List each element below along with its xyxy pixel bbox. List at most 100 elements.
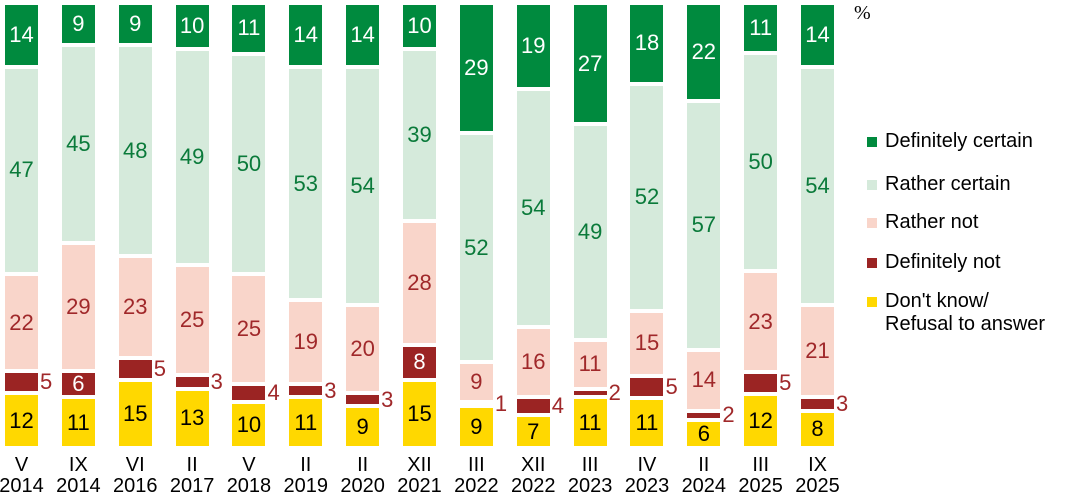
value-label: 12 bbox=[748, 407, 773, 433]
value-label: 29 bbox=[464, 54, 489, 80]
value-label: 22 bbox=[9, 309, 34, 335]
x-tick-year: 2023 bbox=[567, 475, 613, 497]
value-label: 15 bbox=[122, 400, 148, 426]
x-tick-month: V bbox=[14, 454, 29, 476]
segment-definitely-not: 2 bbox=[687, 404, 735, 426]
segment-don-t-know: 6 bbox=[687, 419, 721, 446]
bar-ix-2025: 14 54 21 3 8 bbox=[801, 5, 848, 446]
value-label: 5 bbox=[665, 374, 678, 400]
legend-swatch bbox=[867, 137, 877, 147]
value-label: 25 bbox=[179, 307, 205, 333]
value-label: 5 bbox=[153, 355, 166, 381]
x-tick-month: III bbox=[581, 454, 599, 476]
segment-rather-certain: 49 bbox=[573, 124, 607, 341]
segment-definitely-not: 3 bbox=[346, 388, 393, 410]
x-tick-label: IX 2025 bbox=[789, 455, 846, 497]
x-tick-month: XII bbox=[407, 454, 432, 476]
segment-don-t-know: 11 bbox=[61, 397, 95, 446]
value-label: 14 bbox=[293, 21, 319, 47]
segment-definitely-certain: 11 bbox=[744, 5, 778, 54]
value-label: 2 bbox=[608, 380, 621, 406]
segment-definitely-certain: 14 bbox=[801, 5, 835, 67]
value-label: 1 bbox=[494, 391, 508, 417]
segment-rather-certain: 45 bbox=[61, 44, 95, 244]
value-label: 4 bbox=[551, 393, 564, 419]
legend-item: Don't know/ Refusal to answer bbox=[867, 290, 1045, 336]
segment-rather-not: 28 bbox=[403, 221, 437, 345]
bar-iv-2023: 18 52 15 5 11 bbox=[630, 5, 678, 446]
x-tick-year: 2023 bbox=[624, 475, 670, 497]
segment-rather-certain: 48 bbox=[118, 44, 152, 257]
x-tick-label: II 2017 bbox=[164, 455, 221, 497]
value-label: 6 bbox=[72, 371, 85, 397]
unit-label: % bbox=[854, 2, 871, 24]
segment-rather-not: 14 bbox=[687, 349, 721, 412]
value-label: 7 bbox=[527, 418, 540, 444]
segment-rather-certain: 50 bbox=[232, 53, 266, 274]
value-label: 3 bbox=[381, 386, 394, 412]
value-label: 50 bbox=[236, 150, 262, 176]
segment-rather-certain: 52 bbox=[459, 132, 493, 363]
segment-definitely-not: 6 bbox=[61, 371, 95, 398]
value-label: 10 bbox=[179, 13, 205, 39]
legend-label: Rather certain bbox=[885, 173, 1011, 195]
segment-definitely-not: 4 bbox=[516, 395, 564, 417]
segment-definitely-not: 1 bbox=[459, 393, 507, 415]
segment-rather-not: 15 bbox=[630, 310, 664, 377]
segment-definitely-not: 8 bbox=[403, 344, 437, 380]
bar-ii-2020: 14 54 20 3 9 bbox=[346, 5, 393, 446]
value-label: 28 bbox=[407, 269, 432, 295]
value-label: 14 bbox=[691, 367, 717, 393]
value-label: 50 bbox=[748, 149, 773, 175]
x-tick-label: III 2023 bbox=[562, 455, 619, 497]
bar-vi-2016: 9 48 23 5 15 bbox=[118, 5, 166, 446]
segment-don-t-know: 15 bbox=[118, 379, 152, 446]
legend-swatch bbox=[867, 297, 877, 307]
segment-don-t-know: 15 bbox=[403, 379, 437, 446]
segment-definitely-certain: 10 bbox=[403, 5, 437, 50]
segment-don-t-know: 11 bbox=[630, 397, 664, 446]
x-tick-year: 2019 bbox=[283, 475, 329, 497]
segment-definitely-not: 2 bbox=[573, 382, 621, 404]
value-label: 11 bbox=[749, 15, 773, 41]
value-label: 10 bbox=[236, 411, 262, 437]
legend-item: Rather not bbox=[867, 211, 978, 234]
value-label: 9 bbox=[129, 10, 142, 36]
x-tick-label: XII 2021 bbox=[391, 455, 448, 497]
x-tick-year: 2025 bbox=[795, 475, 840, 497]
segment-rather-certain: 47 bbox=[5, 66, 38, 274]
segment-rather-certain: 52 bbox=[630, 83, 664, 311]
segment-rather-not: 25 bbox=[232, 274, 266, 385]
value-label: 2 bbox=[722, 402, 735, 428]
value-label: 8 bbox=[413, 349, 426, 375]
x-tick-month: III bbox=[752, 454, 769, 476]
value-label: 3 bbox=[210, 369, 223, 395]
segment-rather-not: 16 bbox=[516, 326, 550, 398]
value-label: 9 bbox=[72, 10, 85, 36]
value-label: 53 bbox=[293, 170, 319, 196]
value-label: 3 bbox=[836, 391, 849, 417]
bar-xii-2021: 10 39 28 8 15 bbox=[403, 5, 437, 446]
x-tick-year: 2017 bbox=[169, 475, 215, 497]
legend-swatch bbox=[867, 180, 877, 190]
legend-label: Don't know/ Refusal to answer bbox=[885, 290, 1046, 335]
value-label: 3 bbox=[324, 377, 337, 403]
segment-definitely-certain: 29 bbox=[459, 5, 493, 133]
x-tick-label: V 2014 bbox=[0, 455, 50, 497]
segment-definitely-certain: 14 bbox=[289, 5, 323, 67]
value-label: 9 bbox=[356, 414, 369, 440]
value-label: 11 bbox=[578, 351, 602, 377]
segment-definitely-not: 4 bbox=[232, 382, 280, 404]
segment-definitely-certain: 18 bbox=[630, 5, 664, 84]
segment-definitely-certain: 9 bbox=[61, 5, 95, 45]
value-label: 52 bbox=[464, 234, 489, 260]
value-label: 14 bbox=[9, 21, 34, 47]
legend-label: Rather not bbox=[885, 211, 979, 233]
segment-definitely-certain: 10 bbox=[175, 5, 209, 50]
segment-definitely-not: 3 bbox=[175, 371, 223, 393]
value-label: 20 bbox=[350, 335, 375, 361]
value-label: 4 bbox=[267, 380, 280, 406]
segment-rather-not: 9 bbox=[459, 362, 493, 402]
segment-rather-certain: 53 bbox=[289, 66, 323, 301]
value-label: 15 bbox=[407, 400, 432, 426]
